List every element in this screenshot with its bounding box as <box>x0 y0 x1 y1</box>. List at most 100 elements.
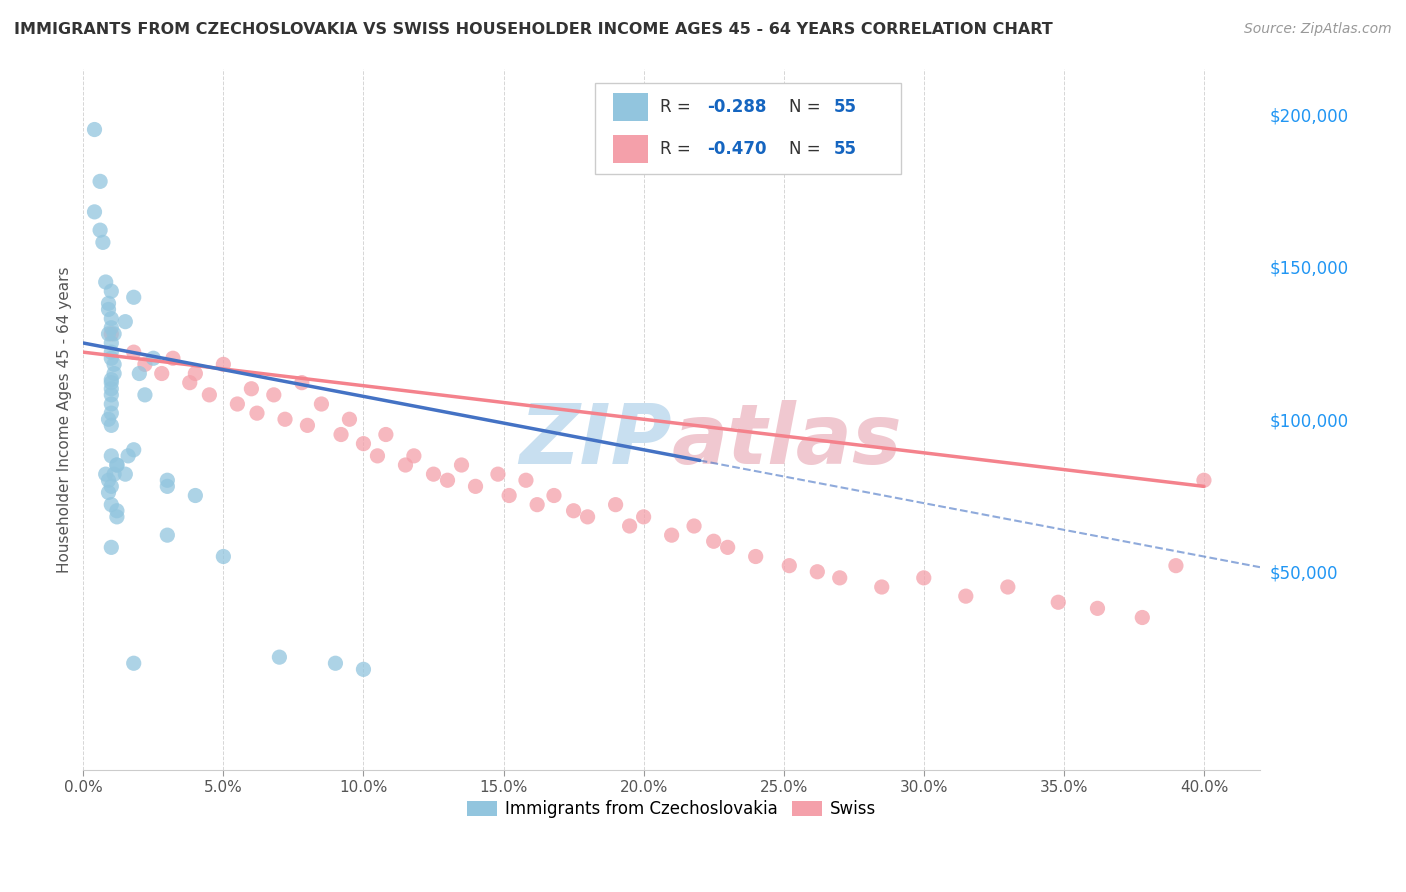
Point <box>325 657 347 671</box>
Point <box>100 373 122 387</box>
Point <box>184 367 207 381</box>
Point <box>297 418 319 433</box>
Point <box>1087 601 1109 615</box>
Point <box>515 473 537 487</box>
Point <box>717 541 740 555</box>
Point <box>114 467 136 482</box>
Point <box>184 489 207 503</box>
Point <box>100 320 122 334</box>
Point <box>100 397 122 411</box>
Point <box>100 284 122 298</box>
Point <box>103 367 125 381</box>
Point <box>134 357 156 371</box>
Point <box>97 326 120 341</box>
Point <box>870 580 893 594</box>
Point <box>212 357 235 371</box>
Point <box>100 376 122 390</box>
Point <box>226 397 249 411</box>
Point <box>122 345 145 359</box>
Point <box>619 519 641 533</box>
Point <box>683 519 706 533</box>
Point <box>422 467 444 482</box>
Point <box>97 296 120 310</box>
Point <box>1130 610 1153 624</box>
Point <box>955 589 977 603</box>
Point <box>142 351 165 366</box>
Point <box>402 449 425 463</box>
Text: ZIP: ZIP <box>519 400 672 481</box>
Point <box>311 397 333 411</box>
Point <box>150 367 173 381</box>
Legend: Immigrants from Czechoslovakia, Swiss: Immigrants from Czechoslovakia, Swiss <box>461 794 883 825</box>
Point <box>100 351 122 366</box>
Point <box>246 406 269 420</box>
Text: IMMIGRANTS FROM CZECHOSLOVAKIA VS SWISS HOUSEHOLDER INCOME AGES 45 - 64 YEARS CO: IMMIGRANTS FROM CZECHOSLOVAKIA VS SWISS … <box>14 22 1053 37</box>
Point <box>100 345 122 359</box>
Text: -0.470: -0.470 <box>707 140 766 158</box>
Point <box>89 223 111 237</box>
Text: R =: R = <box>659 98 696 116</box>
Point <box>156 479 179 493</box>
Point <box>394 458 416 472</box>
Point <box>744 549 766 564</box>
Point <box>464 479 486 493</box>
Point <box>94 275 117 289</box>
Point <box>105 458 128 472</box>
Point <box>122 442 145 457</box>
Point <box>100 382 122 396</box>
Point <box>91 235 114 250</box>
Point <box>89 174 111 188</box>
Text: atlas: atlas <box>672 400 903 481</box>
Point <box>114 315 136 329</box>
Point <box>156 473 179 487</box>
Text: 55: 55 <box>834 140 858 158</box>
Point <box>117 449 139 463</box>
Point <box>179 376 201 390</box>
Point <box>269 650 291 665</box>
Point <box>83 122 105 136</box>
Point <box>526 498 548 512</box>
Text: N =: N = <box>789 98 827 116</box>
Point <box>156 528 179 542</box>
FancyBboxPatch shape <box>595 83 901 174</box>
Point <box>1164 558 1187 573</box>
Point <box>100 326 122 341</box>
Point <box>912 571 935 585</box>
Text: N =: N = <box>789 140 827 158</box>
Point <box>374 427 396 442</box>
Point <box>100 479 122 493</box>
Point <box>100 336 122 351</box>
Point <box>100 311 122 326</box>
Point <box>339 412 361 426</box>
Bar <box>613 136 648 163</box>
Point <box>103 467 125 482</box>
Point <box>806 565 828 579</box>
Point <box>100 406 122 420</box>
Point <box>100 498 122 512</box>
Point <box>436 473 458 487</box>
Point <box>997 580 1019 594</box>
Point <box>353 436 375 450</box>
Point <box>100 388 122 402</box>
Point <box>633 509 655 524</box>
Text: 55: 55 <box>834 98 858 116</box>
Point <box>366 449 388 463</box>
Y-axis label: Householder Income Ages 45 - 64 years: Householder Income Ages 45 - 64 years <box>58 266 72 573</box>
Bar <box>613 93 648 121</box>
Point <box>128 367 150 381</box>
Point <box>605 498 627 512</box>
Point <box>828 571 851 585</box>
Point <box>450 458 472 472</box>
Point <box>330 427 353 442</box>
Point <box>100 541 122 555</box>
Point <box>105 504 128 518</box>
Point <box>97 485 120 500</box>
Point <box>212 549 235 564</box>
Point <box>105 458 128 472</box>
Point <box>240 382 263 396</box>
Point <box>97 302 120 317</box>
Point <box>100 418 122 433</box>
Text: R =: R = <box>659 140 696 158</box>
Point <box>498 489 520 503</box>
Point <box>1047 595 1070 609</box>
